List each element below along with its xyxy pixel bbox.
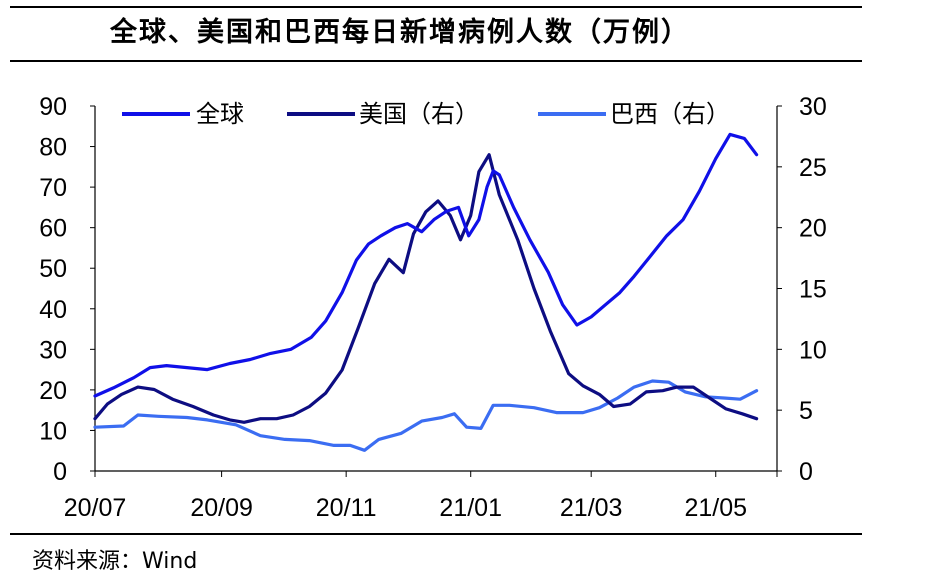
right-tick-label: 25 bbox=[799, 154, 827, 182]
x-tick-label: 20/09 bbox=[190, 494, 253, 522]
right-tick-label: 20 bbox=[799, 215, 827, 243]
right-tick-label: 15 bbox=[799, 276, 827, 304]
x-tick-label: 21/01 bbox=[439, 494, 502, 522]
left-tick-label: 30 bbox=[39, 336, 67, 364]
title-rule bbox=[10, 60, 862, 62]
series-line-2 bbox=[93, 379, 759, 452]
left-tick-label: 60 bbox=[39, 215, 67, 243]
right-tick-label: 30 bbox=[799, 93, 827, 121]
left-tick-label: 0 bbox=[53, 458, 67, 486]
left-tick-label: 90 bbox=[39, 93, 67, 121]
chart-title: 全球、美国和巴西每日新增病例人数（万例） bbox=[110, 17, 690, 48]
right-tick-label: 10 bbox=[799, 336, 827, 364]
legend-label-0: 全球 bbox=[196, 100, 244, 128]
series-line-1 bbox=[93, 153, 759, 424]
left-tick-label: 80 bbox=[39, 134, 67, 162]
left-tick-label: 50 bbox=[39, 255, 67, 283]
x-tick-label: 20/11 bbox=[316, 494, 377, 522]
left-tick-label: 70 bbox=[39, 174, 67, 202]
right-tick-label: 5 bbox=[799, 397, 813, 425]
legend-label-1: 美国（右） bbox=[359, 100, 479, 128]
top-rule bbox=[10, 6, 862, 8]
bottom-rule bbox=[10, 533, 862, 535]
left-tick-label: 20 bbox=[39, 377, 67, 405]
x-tick-label: 21/03 bbox=[560, 494, 623, 522]
left-tick-label: 40 bbox=[39, 296, 67, 324]
source-note: 资料来源：Wind bbox=[32, 549, 198, 574]
legend: 全球 美国（右） 巴西（右） bbox=[122, 100, 730, 128]
axes: 0 10 20 30 40 50 60 70 80 90 0 5 10 15 20 25 30 20/07 20/0… bbox=[39, 93, 827, 522]
right-tick-label: 0 bbox=[799, 458, 813, 486]
legend-label-2: 巴西（右） bbox=[610, 100, 730, 128]
x-tick-label: 20/07 bbox=[64, 494, 127, 522]
left-tick-label: 10 bbox=[39, 417, 67, 445]
series-layer bbox=[93, 132, 759, 452]
series-line-0 bbox=[93, 132, 759, 398]
x-tick-label: 21/05 bbox=[684, 494, 747, 522]
